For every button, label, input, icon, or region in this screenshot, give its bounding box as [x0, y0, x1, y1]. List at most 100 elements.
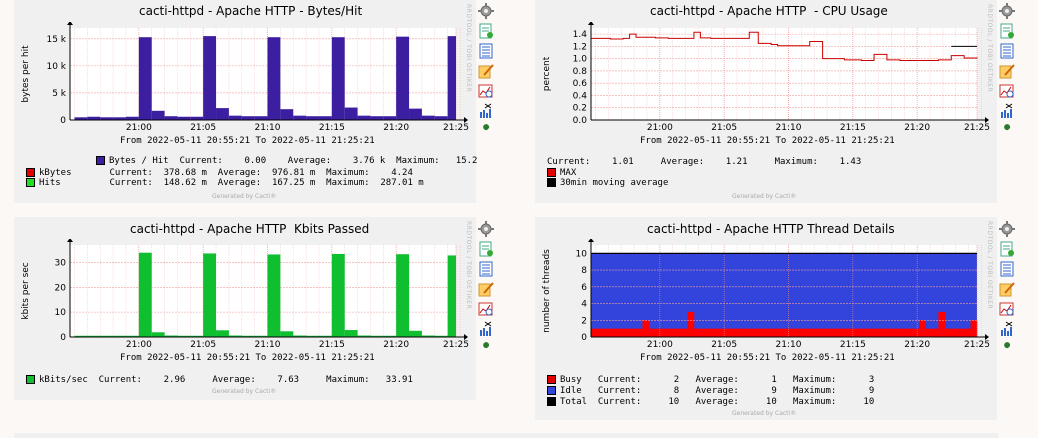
- busy-area-step: [899, 328, 907, 337]
- legend-text: kBytes Current: 378.68 m Average: 976.81…: [39, 168, 413, 178]
- legend-kbits-sec: kBits/sec Current: 2.96 Average: 7.63 Ma…: [26, 375, 413, 385]
- realtime-graph-icon[interactable]: [999, 103, 1015, 119]
- busy-area-step: [867, 328, 875, 337]
- bar: [177, 116, 191, 120]
- bar: [396, 36, 410, 120]
- bar: [151, 332, 165, 337]
- busy-area-step: [951, 328, 958, 337]
- busy-area-step: [938, 311, 946, 337]
- legend-text: Hits Current: 148.62 m Average: 167.25 m…: [39, 178, 424, 188]
- x-tick-label: 21:00: [126, 123, 152, 133]
- legend-text: 30min moving average: [560, 178, 669, 188]
- add-to-report-icon[interactable]: [478, 23, 494, 39]
- edit-graph-icon[interactable]: [999, 63, 1015, 79]
- y-tick-label: 0: [60, 116, 66, 126]
- legend-swatch: [547, 397, 556, 406]
- busy-area-step: [777, 328, 785, 337]
- x-tick-label: 21:05: [190, 123, 216, 133]
- y-tick-label: 10: [576, 249, 588, 259]
- legend-moving-average: 30min moving average: [547, 178, 668, 188]
- gear-icon[interactable]: [478, 3, 494, 19]
- x-tick-label: 21:10: [255, 340, 281, 350]
- y-axis-arrow: [588, 239, 594, 242]
- y-tick-label: 1.0: [573, 55, 588, 65]
- busy-area-step: [732, 328, 740, 337]
- busy-area-step: [700, 328, 708, 337]
- edit-graph-icon[interactable]: [999, 281, 1015, 297]
- x-tick-label: 21:05: [711, 340, 737, 350]
- busy-area-step: [719, 328, 727, 337]
- wrench-icon[interactable]: [999, 123, 1015, 139]
- zoom-graph-icon[interactable]: [999, 83, 1015, 99]
- add-to-report-icon[interactable]: [478, 241, 494, 257]
- busy-area-step: [661, 328, 669, 337]
- y-tick-label: 0.2: [573, 104, 587, 114]
- busy-area-step: [745, 328, 753, 337]
- realtime-graph-icon[interactable]: [478, 103, 494, 119]
- wrench-icon[interactable]: [999, 341, 1015, 357]
- y-axis-arrow: [588, 22, 594, 25]
- edit-graph-icon[interactable]: [478, 281, 494, 297]
- x-tick-label: 21:10: [776, 123, 802, 133]
- bar: [306, 116, 319, 120]
- legend-text: MAX: [560, 168, 577, 178]
- x-tick-label: 21:05: [190, 340, 216, 350]
- realtime-graph-icon[interactable]: [999, 321, 1015, 337]
- bar: [138, 37, 152, 121]
- x-tick-label: 21:20: [383, 340, 409, 350]
- wrench-icon[interactable]: [478, 341, 494, 357]
- x-tick-label: 21:15: [840, 340, 866, 350]
- legend-max: MAX: [547, 168, 576, 178]
- bar: [267, 37, 281, 121]
- bar: [125, 116, 139, 120]
- csv-export-icon[interactable]: [478, 261, 494, 277]
- legend-kbytes: kBytes Current: 378.68 m Average: 976.81…: [26, 168, 413, 178]
- y-tick-label: 2: [581, 316, 587, 326]
- zoom-graph-icon[interactable]: [478, 301, 494, 317]
- x-tick-label: 21:15: [840, 123, 866, 133]
- y-tick-label: 1.4: [573, 30, 588, 40]
- add-to-report-icon[interactable]: [999, 23, 1015, 39]
- zoom-graph-icon[interactable]: [478, 83, 494, 99]
- gear-icon[interactable]: [478, 221, 494, 237]
- y-tick-label: 10: [55, 308, 67, 318]
- wrench-icon[interactable]: [478, 123, 494, 139]
- plot-area: [591, 28, 977, 120]
- busy-area-step: [790, 328, 798, 337]
- legend-text: Total Current: 10 Average: 10 Maximum: 1…: [560, 397, 875, 407]
- legend-swatch: [26, 178, 35, 187]
- plot-area: [70, 245, 456, 337]
- y-axis-label: bytes per hit: [21, 45, 31, 103]
- busy-area-step: [944, 328, 952, 337]
- y-tick-label: 1.2: [573, 42, 587, 52]
- realtime-graph-icon[interactable]: [478, 321, 494, 337]
- add-to-report-icon[interactable]: [999, 241, 1015, 257]
- bar: [409, 330, 422, 337]
- busy-area-step: [893, 328, 901, 337]
- bar: [331, 253, 345, 337]
- x-tick-label: 21:10: [255, 123, 281, 133]
- bar: [434, 116, 448, 120]
- bar: [190, 335, 204, 337]
- csv-export-icon[interactable]: [478, 43, 494, 59]
- gear-icon[interactable]: [999, 221, 1015, 237]
- y-axis-arrow: [67, 239, 73, 242]
- legend-text: Busy Current: 2 Average: 1 Maximum: 3: [560, 375, 875, 385]
- busy-area-step: [829, 328, 836, 337]
- bar: [357, 335, 371, 337]
- cpu-usage-chart: 0.0 0.2 0.4 0.6 0.8 1.0 1.2 1.4 21:00 21:05 21:10 2…: [542, 22, 990, 133]
- graph-title: cacti-httpd - Apache HTTP - CPU Usage: [650, 4, 888, 18]
- csv-export-icon[interactable]: [999, 43, 1015, 59]
- busy-area-step: [771, 328, 778, 337]
- edit-graph-icon[interactable]: [478, 63, 494, 79]
- x-axis-arrow: [464, 117, 468, 123]
- bar: [370, 335, 384, 337]
- csv-export-icon[interactable]: [999, 261, 1015, 277]
- gear-icon[interactable]: [999, 3, 1015, 19]
- bar: [164, 116, 178, 120]
- busy-area-step: [803, 328, 811, 337]
- legend-busy: Busy Current: 2 Average: 1 Maximum: 3: [547, 375, 874, 385]
- bar: [318, 116, 332, 120]
- bar: [280, 331, 294, 337]
- zoom-graph-icon[interactable]: [999, 301, 1015, 317]
